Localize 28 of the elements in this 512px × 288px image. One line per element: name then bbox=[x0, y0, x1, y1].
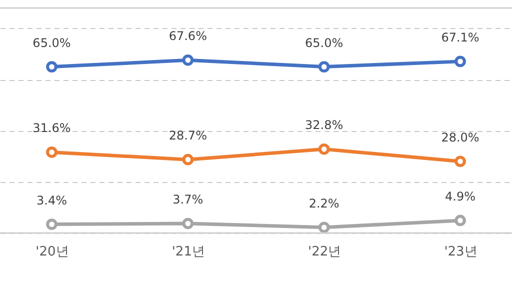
point bbox=[454, 56, 466, 68]
data-label: 28.7% bbox=[168, 128, 207, 143]
point bbox=[182, 154, 194, 166]
point bbox=[318, 143, 330, 155]
point bbox=[182, 218, 194, 230]
data-label: 67.6% bbox=[168, 29, 207, 44]
point bbox=[46, 146, 58, 158]
x-tick-label: '23년 bbox=[444, 244, 478, 260]
point bbox=[182, 54, 194, 66]
data-label: 3.7% bbox=[172, 192, 204, 207]
x-tick-label: '20년 bbox=[36, 244, 69, 260]
data-label: 4.9% bbox=[445, 189, 476, 204]
x-tick-label: '21년 bbox=[172, 244, 205, 260]
data-label: 65.0% bbox=[32, 36, 71, 50]
data-label: 32.8% bbox=[305, 118, 344, 132]
point bbox=[46, 61, 58, 72]
data-label: 31.6% bbox=[32, 121, 71, 136]
point bbox=[318, 61, 330, 72]
x-tick-label: '22년 bbox=[308, 244, 342, 260]
point bbox=[454, 214, 466, 226]
point bbox=[318, 222, 330, 234]
data-label: 3.4% bbox=[36, 193, 67, 208]
data-label: 67.1% bbox=[441, 30, 480, 44]
point bbox=[454, 156, 466, 168]
data-label: 28.0% bbox=[441, 130, 480, 144]
point bbox=[46, 218, 58, 230]
data-label: 2.2% bbox=[308, 196, 340, 210]
data-label: 65.0% bbox=[305, 36, 344, 50]
